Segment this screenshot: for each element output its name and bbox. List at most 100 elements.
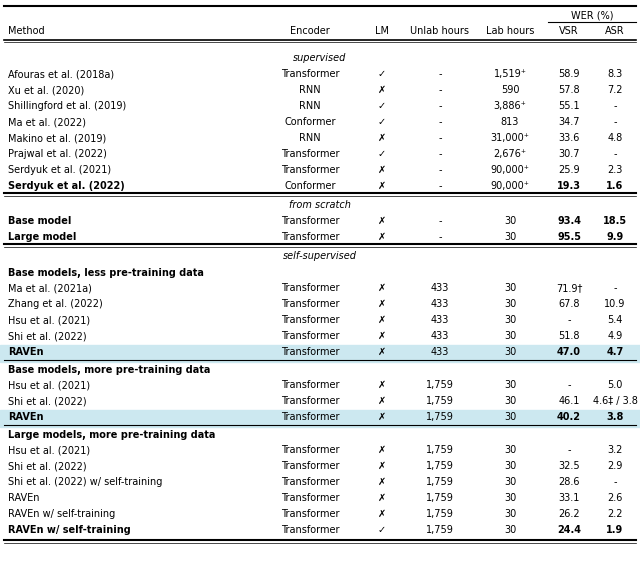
Text: 433: 433 [431, 299, 449, 309]
Text: -: - [613, 101, 617, 111]
Text: ✗: ✗ [378, 493, 386, 503]
Text: Ma et al. (2022): Ma et al. (2022) [8, 117, 86, 127]
Text: 24.4: 24.4 [557, 525, 581, 535]
Text: -: - [613, 283, 617, 293]
Text: 4.7: 4.7 [606, 347, 623, 357]
Text: 3,886⁺: 3,886⁺ [493, 101, 527, 111]
Text: ASR: ASR [605, 26, 625, 36]
Text: -: - [438, 117, 442, 127]
Text: Shi et al. (2022) w/ self-training: Shi et al. (2022) w/ self-training [8, 477, 163, 487]
Text: 30: 30 [504, 331, 516, 341]
Text: ✗: ✗ [378, 396, 386, 406]
Text: ✗: ✗ [378, 232, 386, 242]
Text: 95.5: 95.5 [557, 232, 581, 242]
Text: 2.2: 2.2 [607, 509, 623, 519]
Text: RNN: RNN [299, 133, 321, 143]
Text: 33.6: 33.6 [558, 133, 580, 143]
Text: 40.2: 40.2 [557, 412, 581, 422]
Text: ✗: ✗ [378, 216, 386, 226]
Text: Shillingford et al. (2019): Shillingford et al. (2019) [8, 101, 126, 111]
Text: RNN: RNN [299, 85, 321, 95]
Text: 4.9: 4.9 [607, 331, 623, 341]
Text: ✗: ✗ [378, 461, 386, 471]
Text: 1,759: 1,759 [426, 380, 454, 390]
Text: Transformer: Transformer [281, 232, 339, 242]
Text: 1,759: 1,759 [426, 525, 454, 535]
Text: ✓: ✓ [378, 117, 386, 127]
Text: Large model: Large model [8, 232, 76, 242]
Text: -: - [438, 149, 442, 159]
Text: Base model: Base model [8, 216, 72, 226]
Text: -: - [438, 165, 442, 175]
Text: ✗: ✗ [378, 299, 386, 309]
Text: Transformer: Transformer [281, 149, 339, 159]
Text: WER (%): WER (%) [571, 10, 613, 20]
Text: 1.6: 1.6 [606, 181, 623, 191]
Text: Transformer: Transformer [281, 347, 339, 357]
Text: -: - [438, 181, 442, 191]
Text: 71.9†: 71.9† [556, 283, 582, 293]
Text: 7.2: 7.2 [607, 85, 623, 95]
Text: ✗: ✗ [378, 181, 386, 191]
Text: Transformer: Transformer [281, 380, 339, 390]
Text: 30: 30 [504, 461, 516, 471]
Text: Transformer: Transformer [281, 412, 339, 422]
Text: -: - [567, 380, 571, 390]
Text: ✗: ✗ [378, 445, 386, 455]
Text: Transformer: Transformer [281, 299, 339, 309]
Text: 1,759: 1,759 [426, 396, 454, 406]
Text: 30: 30 [504, 477, 516, 487]
Text: Hsu et al. (2021): Hsu et al. (2021) [8, 380, 90, 390]
Text: RAVEn w/ self-training: RAVEn w/ self-training [8, 525, 131, 535]
Text: RNN: RNN [299, 101, 321, 111]
Text: 1,759: 1,759 [426, 461, 454, 471]
Text: Transformer: Transformer [281, 69, 339, 79]
Text: -: - [438, 101, 442, 111]
Text: 3.8: 3.8 [606, 412, 624, 422]
Text: ✗: ✗ [378, 133, 386, 143]
Text: Transformer: Transformer [281, 509, 339, 519]
Text: RAVEn: RAVEn [8, 412, 44, 422]
Text: 4.6‡ / 3.8: 4.6‡ / 3.8 [593, 396, 637, 406]
Text: LM: LM [375, 26, 389, 36]
Text: -: - [613, 477, 617, 487]
Text: -: - [438, 232, 442, 242]
Text: 30: 30 [504, 396, 516, 406]
Text: -: - [613, 149, 617, 159]
Text: 30: 30 [504, 412, 516, 422]
Text: -: - [438, 69, 442, 79]
Text: Transformer: Transformer [281, 315, 339, 325]
Bar [0, 410, 640, 426]
Text: ✗: ✗ [378, 283, 386, 293]
Text: 5.0: 5.0 [607, 380, 623, 390]
Text: 55.1: 55.1 [558, 101, 580, 111]
Text: ✗: ✗ [378, 412, 386, 422]
Text: Transformer: Transformer [281, 493, 339, 503]
Text: Serdyuk et al. (2022): Serdyuk et al. (2022) [8, 181, 125, 191]
Text: 25.9: 25.9 [558, 165, 580, 175]
Text: supervised: supervised [293, 53, 347, 63]
Text: 3.2: 3.2 [607, 445, 623, 455]
Text: RAVEn: RAVEn [8, 347, 44, 357]
Text: ✗: ✗ [378, 477, 386, 487]
Text: Encoder: Encoder [290, 26, 330, 36]
Text: 30: 30 [504, 232, 516, 242]
Text: -: - [613, 117, 617, 127]
Text: 30: 30 [504, 380, 516, 390]
Text: 18.5: 18.5 [603, 216, 627, 226]
Text: 1,759: 1,759 [426, 445, 454, 455]
Text: ✗: ✗ [378, 331, 386, 341]
Text: Prajwal et al. (2022): Prajwal et al. (2022) [8, 149, 107, 159]
Text: from scratch: from scratch [289, 200, 351, 210]
Text: 1,759: 1,759 [426, 493, 454, 503]
Text: Method: Method [8, 26, 45, 36]
Text: Large models, more pre-training data: Large models, more pre-training data [8, 430, 216, 439]
Text: Base models, less pre-training data: Base models, less pre-training data [8, 268, 204, 278]
Text: 67.8: 67.8 [558, 299, 580, 309]
Text: ✓: ✓ [378, 69, 386, 79]
Text: 813: 813 [501, 117, 519, 127]
Text: 90,000⁺: 90,000⁺ [490, 181, 529, 191]
Text: -: - [567, 445, 571, 455]
Text: Hsu et al. (2021): Hsu et al. (2021) [8, 315, 90, 325]
Text: Conformer: Conformer [284, 117, 336, 127]
